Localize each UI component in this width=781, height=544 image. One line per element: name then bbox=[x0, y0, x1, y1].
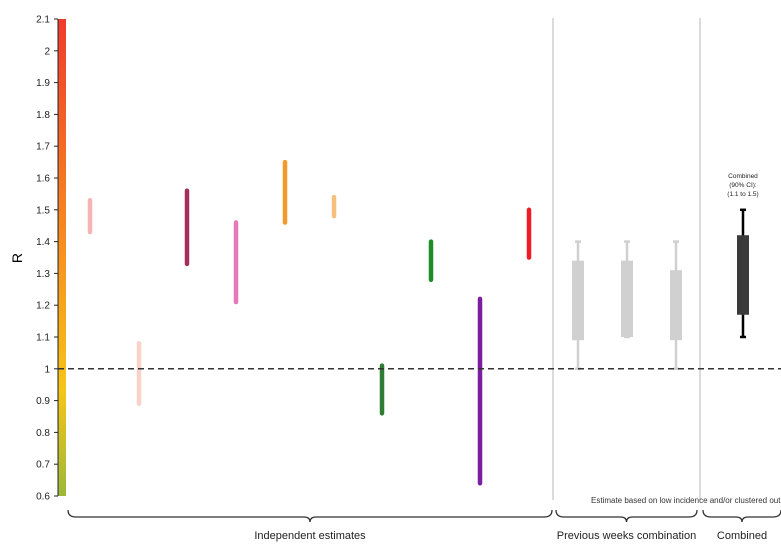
y-axis-label: R bbox=[9, 253, 25, 263]
y-tick-label: 2 bbox=[44, 46, 50, 57]
y-tick-label: 1.7 bbox=[36, 142, 50, 153]
chart-marks bbox=[87, 159, 749, 486]
y-tick-label: 2.1 bbox=[36, 15, 50, 26]
y-tick-label: 1 bbox=[44, 364, 50, 375]
group-label: Previous weeks combination bbox=[557, 530, 696, 542]
y-tick-label: 1.8 bbox=[36, 110, 50, 121]
color-scale-bar bbox=[58, 19, 66, 496]
y-tick-label: 1.2 bbox=[36, 301, 50, 312]
group-bracket bbox=[702, 509, 781, 523]
y-tick-label: 1.3 bbox=[36, 269, 50, 280]
group-label: Combined bbox=[717, 530, 767, 542]
group-bracket bbox=[555, 509, 698, 523]
combined-annotation: Combined (90% CI): (1.1 to 1.5) bbox=[727, 173, 758, 198]
y-tick-label: 0.6 bbox=[36, 492, 50, 503]
y-axis-ticks: 0.6 0.7 0.8 0.9 1 1.1 1.2 1.3 1.4 1.5 1.6 1.7 1.8 1.9… bbox=[36, 15, 58, 503]
y-tick-label: 1.9 bbox=[36, 78, 50, 89]
group-label: Independent estimates bbox=[254, 530, 366, 542]
y-tick-label: 1.4 bbox=[36, 237, 50, 248]
combined-annotation-line: (1.1 to 1.5) bbox=[727, 191, 758, 198]
previous-week-box bbox=[670, 270, 682, 341]
y-tick-label: 0.9 bbox=[36, 396, 50, 407]
group-brackets: Independent estimates Previous weeks comb… bbox=[67, 509, 781, 542]
group-bracket bbox=[67, 509, 553, 523]
y-tick-label: 1.6 bbox=[36, 174, 50, 185]
previous-week-box bbox=[572, 260, 584, 341]
y-tick-label: 1.5 bbox=[36, 205, 50, 216]
y-tick-label: 0.7 bbox=[36, 460, 50, 471]
combined-box bbox=[737, 235, 749, 315]
combined-annotation-line: (90% CI): bbox=[729, 182, 757, 189]
y-tick-label: 1.1 bbox=[36, 333, 50, 344]
previous-week-box bbox=[621, 260, 633, 337]
y-tick-label: 0.8 bbox=[36, 428, 50, 439]
combined-annotation-line: Combined bbox=[728, 173, 758, 180]
footnote: Estimate based on low incidence and/or c… bbox=[591, 496, 781, 505]
